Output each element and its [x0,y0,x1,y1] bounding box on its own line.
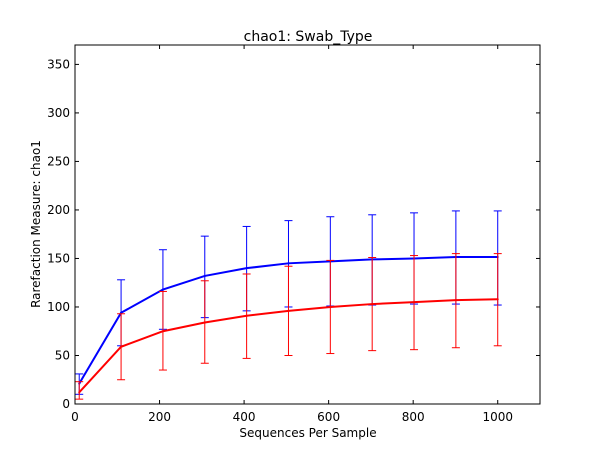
chart-title: chao1: Swab_Type [244,29,373,45]
data-point [496,298,499,301]
x-axis-label: Sequences Per Sample [239,426,376,440]
y-tick-label: 350 [47,57,70,71]
x-tick-label: 200 [148,410,171,424]
x-tick-label: 1000 [482,410,513,424]
data-point [287,309,290,312]
x-tick-label: 400 [233,410,256,424]
y-tick-label: 250 [47,154,70,168]
series-1 [75,253,502,400]
y-tick-label: 150 [47,251,70,265]
x-tick-label: 600 [317,410,340,424]
data-point [329,305,332,308]
y-axis-label: Rarefaction Measure: chao1 [29,140,43,308]
y-tick-label: 50 [55,348,70,362]
y-tick-label: 100 [47,300,70,314]
data-point [203,321,206,324]
plot-area-frame [74,44,541,405]
data-point [120,345,123,348]
data-point [371,303,374,306]
data-point [161,330,164,333]
data-point [245,267,248,270]
series-layer [75,210,502,400]
ticks-layer: 0 200 400 600 800 1000 0 50 100 150 200 250 300 350 [47,45,540,424]
x-tick-label: 0 [71,410,79,424]
y-tick-label: 200 [47,203,70,217]
y-tick-label: 0 [62,397,70,411]
data-point [454,299,457,302]
data-point [203,274,206,277]
data-point [161,288,164,291]
data-point [245,314,248,317]
data-point [78,391,81,394]
y-tick-label: 300 [47,106,70,120]
data-point [287,262,290,265]
data-point [413,301,416,304]
x-tick-label: 800 [402,410,425,424]
